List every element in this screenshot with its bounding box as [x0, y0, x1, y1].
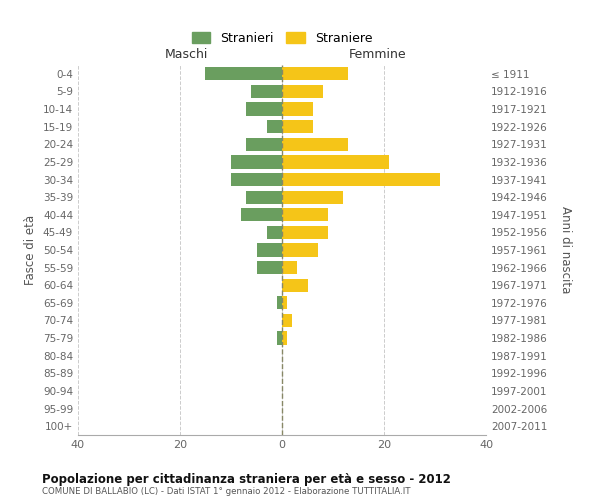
Bar — [277, 296, 282, 310]
Bar — [282, 173, 440, 186]
Bar — [282, 190, 343, 204]
Bar — [246, 138, 282, 151]
Y-axis label: Fasce di età: Fasce di età — [25, 215, 37, 285]
Bar — [246, 190, 282, 204]
Text: COMUNE DI BALLABIO (LC) - Dati ISTAT 1° gennaio 2012 - Elaborazione TUTTITALIA.I: COMUNE DI BALLABIO (LC) - Dati ISTAT 1° … — [42, 488, 410, 496]
Bar — [282, 138, 348, 151]
Bar — [277, 332, 282, 344]
Bar — [266, 226, 282, 239]
Bar — [257, 261, 282, 274]
Bar — [282, 332, 287, 344]
Bar — [282, 67, 348, 80]
Bar — [241, 208, 282, 222]
Bar — [282, 278, 308, 292]
Bar — [257, 244, 282, 256]
Legend: Stranieri, Straniere: Stranieri, Straniere — [187, 27, 377, 50]
Bar — [282, 208, 328, 222]
Bar — [231, 173, 282, 186]
Bar — [231, 156, 282, 168]
Bar — [282, 314, 292, 327]
Bar — [282, 244, 318, 256]
Bar — [282, 120, 313, 134]
Bar — [282, 156, 389, 168]
Bar — [282, 261, 298, 274]
Bar — [205, 67, 282, 80]
Text: Femmine: Femmine — [349, 48, 407, 62]
Bar — [282, 85, 323, 98]
Bar — [246, 102, 282, 116]
Text: Maschi: Maschi — [164, 48, 208, 62]
Bar — [282, 296, 287, 310]
Text: Popolazione per cittadinanza straniera per età e sesso - 2012: Popolazione per cittadinanza straniera p… — [42, 472, 451, 486]
Y-axis label: Anni di nascita: Anni di nascita — [559, 206, 572, 294]
Bar — [266, 120, 282, 134]
Bar — [282, 102, 313, 116]
Bar — [251, 85, 282, 98]
Bar — [282, 226, 328, 239]
